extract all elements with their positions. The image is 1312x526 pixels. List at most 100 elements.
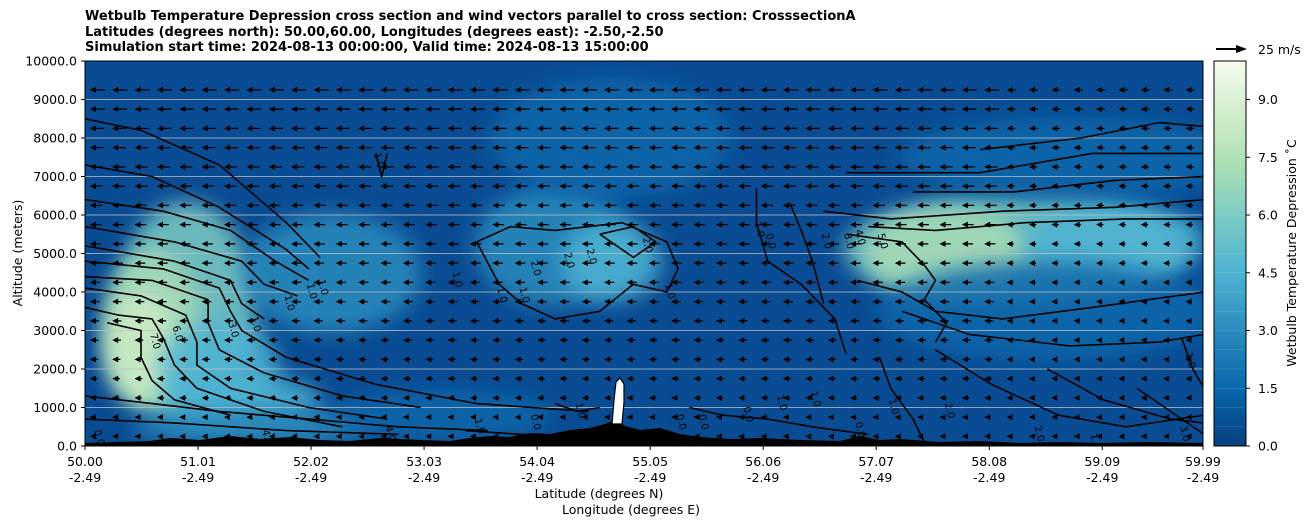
- wind-vector: [626, 240, 638, 247]
- wind-vector: [469, 394, 478, 401]
- wind-vector: [805, 414, 812, 421]
- wind-vector: [648, 317, 659, 324]
- wind-vector: [268, 221, 281, 228]
- wind-vector: [782, 337, 792, 344]
- wind-vector: [894, 394, 903, 401]
- wind-vector: [872, 375, 881, 382]
- wind-vector: [492, 414, 499, 421]
- wind-vector: [134, 144, 149, 151]
- wind-vector: [1028, 356, 1035, 363]
- wind-vector: [1006, 356, 1013, 363]
- wind-vector: [537, 240, 549, 247]
- wind-vector: [134, 375, 143, 382]
- wind-vector: [984, 317, 994, 324]
- wind-vector: [492, 86, 508, 93]
- wind-vector: [1118, 298, 1125, 305]
- wind-vector: [581, 183, 595, 190]
- wind-vector: [604, 356, 613, 363]
- wind-vector: [89, 356, 99, 363]
- wind-vector: [291, 163, 305, 170]
- wind-vector: [939, 337, 949, 344]
- wind-vector: [469, 86, 486, 93]
- wind-vector: [514, 240, 526, 247]
- wind-vector: [492, 260, 504, 267]
- wind-vector: [313, 337, 323, 344]
- wind-vector: [1096, 298, 1103, 305]
- wind-vector: [1051, 433, 1058, 440]
- wind-vector: [469, 240, 482, 247]
- wind-vector: [134, 414, 141, 421]
- wind-vector: [1028, 260, 1036, 267]
- wind-vector: [492, 240, 504, 247]
- wind-vector: [1163, 433, 1170, 440]
- wind-vector: [872, 163, 886, 170]
- wind-vector: [693, 260, 705, 267]
- wind-vector: [514, 202, 527, 209]
- wind-vector: [89, 375, 98, 382]
- wind-vector: [581, 337, 591, 344]
- wind-vector: [246, 298, 257, 305]
- wind-vector: [313, 375, 322, 382]
- wind-vector: [246, 106, 262, 113]
- wind-vector: [447, 183, 461, 190]
- wind-vector: [1073, 163, 1082, 170]
- wind-vector: [939, 260, 951, 267]
- y-tick-label: 7000.0: [33, 169, 77, 184]
- wind-vector: [313, 240, 325, 247]
- wind-vector: [268, 86, 284, 93]
- wind-vector: [1051, 317, 1058, 324]
- contour-label: 1.0: [886, 398, 901, 416]
- wind-vector: [1096, 356, 1103, 363]
- wind-vector: [939, 414, 946, 421]
- wind-vector: [939, 279, 950, 286]
- wind-vector: [447, 163, 461, 170]
- wind-vector: [760, 317, 770, 324]
- wind-vector: [134, 433, 141, 440]
- wind-vector: [1118, 86, 1128, 93]
- contour-label: 7.0: [147, 332, 162, 350]
- wind-vector: [693, 202, 706, 209]
- wind-vector: [223, 202, 237, 209]
- wind-vector: [313, 144, 328, 151]
- wind-vector: [1028, 125, 1038, 132]
- wind-vector: [380, 317, 390, 324]
- wind-vector: [693, 106, 709, 113]
- wind-vector: [514, 144, 529, 151]
- wind-vector: [738, 125, 753, 132]
- wind-vector: [223, 144, 238, 151]
- wind-vector: [1185, 356, 1192, 363]
- wind-vector: [1185, 202, 1194, 209]
- wind-vector: [984, 298, 994, 305]
- wind-vector: [850, 260, 861, 267]
- wind-vector: [380, 221, 393, 228]
- wind-vector: [671, 106, 686, 113]
- wind-vector: [1073, 317, 1080, 324]
- wind-vector: [671, 298, 681, 305]
- contour-label: 1.0: [472, 417, 487, 435]
- wind-vector: [760, 394, 768, 401]
- vector-key-arrow-head: [1236, 45, 1247, 53]
- wind-vector: [1096, 106, 1105, 113]
- wind-vector: [559, 394, 567, 401]
- wind-vector: [134, 337, 144, 344]
- wind-vector: [760, 279, 771, 286]
- wind-vector: [358, 221, 370, 228]
- wind-vector: [112, 221, 124, 228]
- wind-vector: [894, 337, 904, 344]
- wind-vector: [1163, 144, 1172, 151]
- colorbar-tick-label: 1.5: [1258, 381, 1278, 396]
- wind-vector: [335, 106, 351, 113]
- wind-vector: [782, 375, 791, 382]
- wind-vector: [537, 202, 550, 209]
- wind-vector: [223, 394, 232, 401]
- wind-vector: [782, 298, 793, 305]
- wind-vector: [693, 183, 707, 190]
- wind-vector: [1185, 240, 1193, 247]
- wind-vector: [604, 163, 618, 170]
- wind-vector: [671, 356, 680, 363]
- contour-line: [856, 279, 1203, 320]
- wind-vector: [805, 221, 818, 228]
- wind-vector: [738, 317, 748, 324]
- wind-vector: [1163, 183, 1171, 190]
- wind-vector: [827, 240, 839, 247]
